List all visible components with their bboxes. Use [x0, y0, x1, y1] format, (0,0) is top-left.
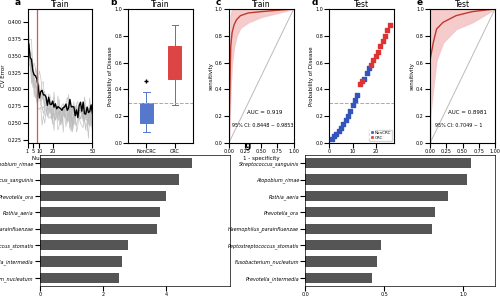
Bar — [306, 240, 382, 250]
Point — [358, 79, 366, 84]
Y-axis label: Probability of Disease: Probability of Disease — [309, 46, 314, 106]
Y-axis label: CV Error: CV Error — [1, 65, 6, 87]
Point — [365, 66, 373, 70]
X-axis label: Samples: Samples — [350, 156, 374, 161]
Point — [344, 114, 352, 119]
PathPatch shape — [168, 46, 181, 79]
Bar — [306, 191, 448, 201]
Text: a: a — [14, 0, 20, 7]
Bar — [40, 174, 179, 185]
Bar — [40, 273, 119, 283]
Bar — [40, 191, 166, 201]
Point — [356, 82, 364, 86]
Bar — [306, 224, 432, 234]
Point — [334, 129, 342, 134]
Legend: NonCRC, CRC: NonCRC, CRC — [368, 130, 392, 141]
Point — [340, 122, 347, 127]
Y-axis label: sensitivity: sensitivity — [410, 62, 414, 90]
Bar — [306, 207, 435, 218]
Bar — [306, 174, 466, 185]
Point — [370, 58, 378, 62]
Point — [328, 136, 336, 142]
X-axis label: 1 - specificity: 1 - specificity — [243, 156, 280, 161]
Title: Train: Train — [252, 0, 270, 9]
Bar — [306, 273, 372, 283]
Bar — [306, 256, 376, 267]
Y-axis label: sensitivity: sensitivity — [208, 62, 214, 90]
Title: Train: Train — [50, 0, 70, 9]
Text: g: g — [245, 141, 251, 150]
Text: b: b — [110, 0, 116, 7]
Bar — [40, 158, 192, 168]
Point — [379, 39, 387, 44]
Text: d: d — [311, 0, 318, 7]
Bar — [40, 207, 160, 218]
Point — [332, 131, 340, 136]
Point — [362, 71, 370, 76]
Text: 95% CI: 0.8448 ~ 0.9853: 95% CI: 0.8448 ~ 0.9853 — [232, 123, 294, 128]
Bar — [40, 256, 122, 267]
Text: c: c — [216, 0, 221, 7]
Text: e: e — [417, 0, 423, 7]
Point — [386, 23, 394, 27]
Point — [346, 108, 354, 113]
Bar — [40, 224, 157, 234]
Point — [342, 118, 349, 123]
Point — [354, 92, 362, 97]
Point — [330, 134, 338, 139]
Title: Test: Test — [354, 0, 370, 9]
X-axis label: 1 - specificity: 1 - specificity — [444, 156, 481, 161]
Point — [360, 76, 368, 81]
Text: AUC = 0.8981: AUC = 0.8981 — [448, 110, 487, 114]
Bar — [40, 240, 128, 250]
Title: Train: Train — [152, 0, 170, 9]
Point — [367, 63, 375, 68]
Point — [381, 33, 389, 38]
PathPatch shape — [140, 103, 153, 123]
Point — [376, 44, 384, 49]
Title: Test: Test — [455, 0, 470, 9]
Point — [337, 126, 345, 131]
Point — [351, 98, 359, 103]
X-axis label: Number of variables: Number of variables — [32, 156, 88, 161]
Bar — [306, 158, 472, 168]
Text: 95% CI: 0.7049 ~ 1: 95% CI: 0.7049 ~ 1 — [436, 123, 483, 128]
Point — [384, 28, 392, 33]
Point — [374, 49, 382, 54]
Point — [348, 103, 356, 108]
Y-axis label: Probability of Disease: Probability of Disease — [108, 46, 113, 106]
Text: AUC = 0.919: AUC = 0.919 — [247, 110, 282, 114]
Point — [372, 54, 380, 58]
